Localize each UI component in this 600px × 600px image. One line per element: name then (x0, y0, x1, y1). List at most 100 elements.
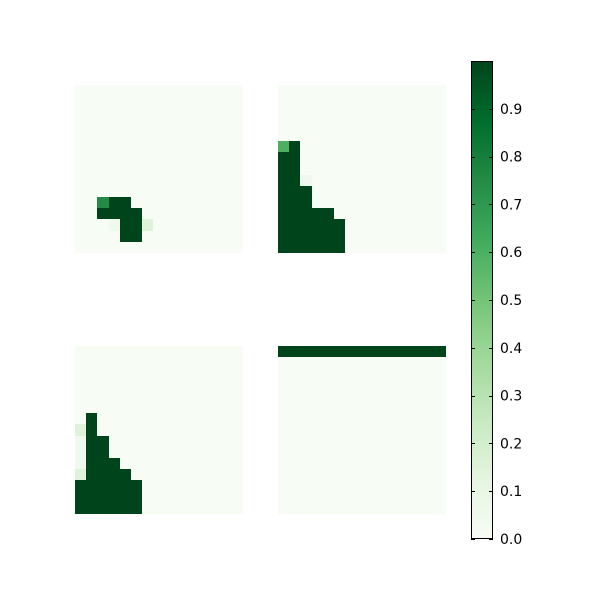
heatmap-cell (300, 197, 312, 208)
heatmap-cell (278, 208, 289, 219)
heatmap-cell (278, 197, 289, 208)
heatmap-cell (334, 242, 345, 253)
heatmap-cell (278, 242, 289, 253)
heatmap-cell (131, 208, 142, 219)
colorbar-ticks: 0.0 0.1 0.2 0.3 0.4 0.5 0.6 0.7 0.8 0.9 (471, 102, 522, 548)
panel-background (75, 85, 243, 253)
colorbar-tick-label: 0.7 (500, 197, 522, 213)
heatmap-cell (75, 492, 86, 503)
heatmap-cell (278, 186, 289, 197)
panel-top-right (278, 85, 446, 253)
heatmap-cell (300, 208, 312, 219)
heatmap-cell (131, 503, 142, 514)
heatmap-cell (120, 231, 131, 242)
heatmap-cell (334, 231, 345, 242)
colorbar-tick-label: 0.0 (500, 532, 522, 548)
heatmap-cell (323, 242, 334, 253)
heatmap-cell (97, 503, 109, 514)
heatmap-cell (142, 219, 153, 231)
heatmap-cell (289, 208, 300, 219)
heatmap-cell (131, 492, 142, 503)
heatmap-cell (323, 208, 334, 219)
heatmap-cell (75, 424, 86, 436)
heatmap-cell (86, 458, 97, 469)
heatmap-cell (109, 458, 120, 469)
heatmap-cell (86, 413, 97, 424)
heatmap-cell (278, 175, 289, 186)
heatmap-cell (289, 175, 300, 186)
heatmap-cell (97, 469, 109, 480)
heatmap-cell (289, 346, 300, 357)
heatmap-cell (289, 141, 300, 152)
heatmap-cell (323, 231, 334, 242)
heatmap-cell (75, 458, 86, 469)
heatmap-cell (312, 242, 323, 253)
heatmap-cell (109, 480, 120, 492)
heatmap-cell (300, 231, 312, 242)
heatmap-cell (120, 197, 131, 208)
heatmap-cell (289, 242, 300, 253)
heatmap-cell (131, 231, 142, 242)
heatmap-cell (323, 219, 334, 231)
heatmap-cell (289, 219, 300, 231)
heatmap-cell (278, 219, 289, 231)
heatmap-cell (75, 436, 86, 447)
heatmap-cell (120, 219, 131, 231)
heatmap-cell (345, 346, 356, 357)
heatmap-cell (97, 197, 109, 208)
heatmap-cell (289, 186, 300, 197)
heatmap-cell (368, 346, 379, 357)
colorbar-tick-label: 0.9 (500, 102, 522, 118)
heatmap-cell (86, 503, 97, 514)
heatmap-cell (86, 424, 97, 436)
colorbar-tick-label: 0.2 (500, 436, 522, 452)
heatmap-cell (412, 346, 424, 357)
heatmap-cell (300, 242, 312, 253)
colorbar-tick-label: 0.4 (500, 341, 522, 357)
heatmap-cell (109, 469, 120, 480)
heatmap-cell (379, 346, 390, 357)
heatmap-cell (300, 186, 312, 197)
colorbar-tick-label: 0.5 (500, 293, 522, 309)
heatmap-cell (97, 208, 109, 219)
heatmap-cell (278, 141, 289, 152)
heatmap-cell (289, 163, 300, 175)
heatmap-cell (109, 503, 120, 514)
heatmap-cell (312, 208, 323, 219)
heatmap-panels (75, 85, 446, 514)
heatmap-cell (120, 480, 131, 492)
heatmap-cell (300, 346, 312, 357)
heatmap-cell (75, 480, 86, 492)
heatmap-cell (131, 219, 142, 231)
colorbar: 0.0 0.1 0.2 0.3 0.4 0.5 0.6 0.7 0.8 0.9 (471, 61, 522, 548)
heatmap-cell (75, 469, 86, 480)
heatmap-cell (120, 469, 131, 480)
heatmap-cell (97, 480, 109, 492)
heatmap-cell (86, 469, 97, 480)
colorbar-tick-label: 0.8 (500, 150, 522, 166)
heatmap-cell (86, 492, 97, 503)
heatmap-cell (86, 447, 97, 458)
heatmap-cell (289, 197, 300, 208)
heatmap-cell (334, 219, 345, 231)
heatmap-cell (86, 480, 97, 492)
panel-bottom-right (278, 346, 446, 514)
heatmap-cell (97, 492, 109, 503)
heatmap-cell (120, 492, 131, 503)
heatmap-cell (109, 197, 120, 208)
heatmap-cell (312, 219, 323, 231)
heatmap-cell (97, 436, 109, 447)
heatmap-cell (401, 346, 412, 357)
heatmap-cell (278, 346, 289, 357)
heatmap-cell (109, 208, 120, 219)
heatmap-cell (97, 447, 109, 458)
heatmap-cell (312, 231, 323, 242)
panel-top-left (75, 85, 243, 253)
heatmap-cell (120, 503, 131, 514)
heatmap-cell (278, 163, 289, 175)
colorbar-tick-label: 0.6 (500, 245, 522, 261)
heatmap-cell (390, 346, 401, 357)
colorbar-tick-label: 0.1 (500, 484, 522, 500)
heatmap-cell (278, 152, 289, 163)
heatmap-cell (424, 346, 435, 357)
